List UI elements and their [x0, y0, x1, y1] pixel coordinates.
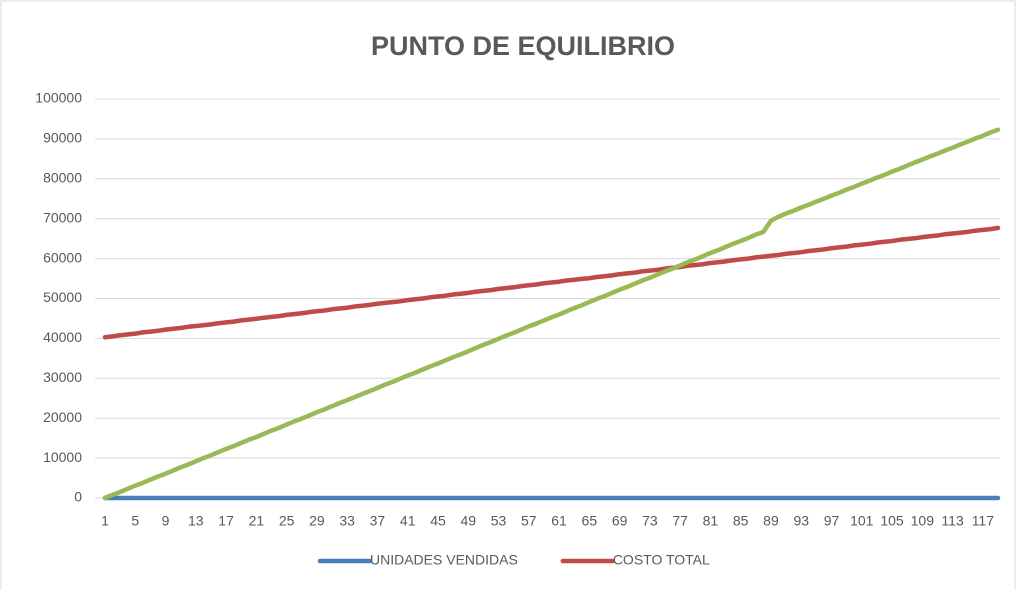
x-tick-label: 5 — [131, 513, 139, 529]
y-tick-label: 60000 — [43, 249, 82, 265]
y-tick-label: 90000 — [43, 130, 82, 146]
x-tick-label: 89 — [763, 513, 779, 529]
x-tick-label: 21 — [249, 513, 265, 529]
x-tick-label: 29 — [309, 513, 325, 529]
x-tick-label: 37 — [370, 513, 386, 529]
y-tick-label: 20000 — [43, 409, 82, 425]
x-tick-label: 65 — [582, 513, 598, 529]
x-tick-label: 57 — [521, 513, 537, 529]
y-tick-label: 80000 — [43, 170, 82, 186]
x-tick-label: 61 — [551, 513, 567, 529]
chart-title: PUNTO DE EQUILIBRIO — [371, 31, 675, 61]
line-series — [102, 225, 1001, 340]
x-tick-label: 109 — [911, 513, 935, 529]
x-tick-label: 77 — [672, 513, 688, 529]
y-tick-label: 50000 — [43, 289, 82, 305]
x-tick-label: 69 — [612, 513, 628, 529]
x-tick-label: 97 — [824, 513, 840, 529]
x-tick-label: 93 — [793, 513, 809, 529]
x-tick-label: 45 — [430, 513, 446, 529]
legend-label: UNIDADES VENDIDAS — [370, 552, 518, 568]
y-tick-label: 40000 — [43, 329, 82, 345]
x-tick-label: 53 — [491, 513, 507, 529]
x-tick-label: 85 — [733, 513, 749, 529]
x-tick-label: 9 — [162, 513, 170, 529]
y-tick-label: 100000 — [35, 90, 82, 106]
x-tick-label: 41 — [400, 513, 416, 529]
x-tick-label: 33 — [339, 513, 355, 529]
x-tick-label: 49 — [460, 513, 476, 529]
line-series — [102, 127, 1001, 501]
x-tick-label: 81 — [703, 513, 719, 529]
x-tick-label: 1 — [101, 513, 109, 529]
x-tick-label: 13 — [188, 513, 204, 529]
x-tick-label: 101 — [850, 513, 874, 529]
x-tick-label: 117 — [972, 513, 995, 529]
x-tick-label: 17 — [218, 513, 234, 529]
y-tick-label: 0 — [74, 489, 82, 505]
x-tick-label: 73 — [642, 513, 658, 529]
x-tick-label: 25 — [279, 513, 295, 529]
legend-label: COSTO TOTAL — [613, 552, 710, 568]
y-tick-label: 70000 — [43, 209, 82, 225]
x-tick-label: 105 — [880, 513, 904, 529]
x-tick-label: 113 — [941, 513, 964, 529]
y-tick-label: 30000 — [43, 369, 82, 385]
y-tick-label: 10000 — [43, 449, 82, 465]
